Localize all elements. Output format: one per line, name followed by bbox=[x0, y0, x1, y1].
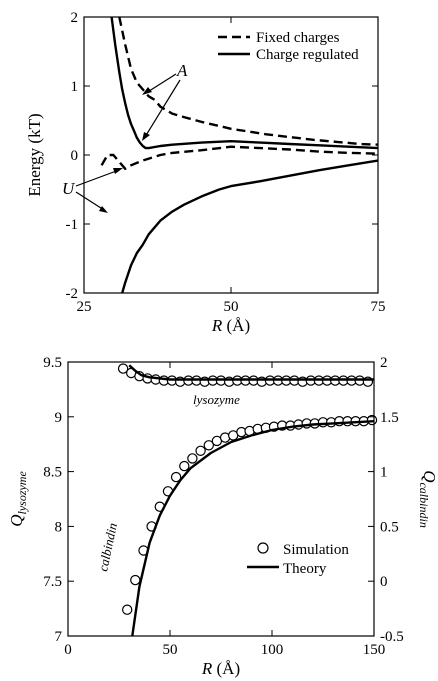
energy-x-axis-variable: R bbox=[211, 316, 223, 335]
charge-y-axis-label-right: Qcalbindin bbox=[417, 470, 438, 528]
annotation-a-arrowhead-upper bbox=[142, 87, 152, 95]
energy-series-fixed-charges-u bbox=[100, 145, 378, 170]
annotation-a-label: A bbox=[176, 61, 188, 80]
energy-curves bbox=[100, 17, 378, 293]
charge-y-axis-label-left: Qlysozyme bbox=[7, 471, 29, 527]
energy-x-axis-label: R (Å) bbox=[211, 316, 250, 335]
energy-series-charge-regulated-u bbox=[121, 159, 378, 293]
energy-legend: Fixed charges Charge regulated bbox=[218, 30, 359, 63]
charge-y-tick-label: 9.5 bbox=[43, 355, 62, 371]
charge-series-simulation-lysozyme-point bbox=[117, 363, 129, 374]
charge-y-axis-subscript-right: calbindin bbox=[417, 482, 431, 527]
energy-x-tick-label: 25 bbox=[77, 299, 92, 315]
charge-y2-tick-label: 0 bbox=[380, 574, 388, 590]
charge-series-simulation-calbindin-point bbox=[170, 471, 182, 483]
annotation-u-arrowhead-lower bbox=[99, 206, 108, 213]
annotation-a: A bbox=[142, 61, 188, 141]
charge-series-theory-calbindin bbox=[131, 420, 374, 636]
energy-x-tick-label: 75 bbox=[371, 299, 386, 315]
legend-charge-regulated-label: Charge regulated bbox=[256, 47, 359, 63]
charge-curves bbox=[117, 363, 378, 636]
charge-series-simulation-calbindin-point bbox=[203, 440, 214, 451]
energy-chart: 25 50 75 -2 -1 0 1 2 Energy (kT) R (Å) Fixed ch… bbox=[25, 10, 386, 335]
charge-y-tick-label: 9 bbox=[55, 410, 63, 426]
charge-y2-tick-label: 2 bbox=[380, 355, 388, 371]
annotation-u-label: U bbox=[62, 179, 76, 198]
charge-y-tick-label: 8 bbox=[55, 519, 63, 535]
charge-y-tick-label: 8.5 bbox=[43, 465, 62, 481]
annotation-u-arrow-upper bbox=[75, 169, 120, 187]
charge-y-tick-label: 7.5 bbox=[43, 574, 62, 590]
energy-series-charge-regulated-a bbox=[110, 17, 378, 150]
annotation-a-arrow-lower bbox=[144, 79, 181, 138]
energy-ticks: 25 50 75 -2 -1 0 1 2 bbox=[66, 10, 386, 315]
annotation-u: U bbox=[62, 168, 123, 213]
charge-y-axis-subscript-left: lysozyme bbox=[15, 471, 29, 515]
charge-plot-frame bbox=[67, 361, 375, 637]
charge-x-tick-label: 150 bbox=[363, 642, 386, 658]
charge-y-axis-variable-right: Q bbox=[420, 470, 438, 482]
charge-y2-tick-label: 0.5 bbox=[380, 519, 399, 535]
annotation-u-arrowhead-upper bbox=[113, 168, 123, 174]
charge-x-tick-label: 50 bbox=[163, 642, 178, 658]
energy-x-axis-unit: (Å) bbox=[222, 316, 250, 335]
charge-x-tick-label: 0 bbox=[64, 642, 72, 658]
legend-theory-label: Theory bbox=[283, 561, 327, 577]
charge-ticks: 0 50 100 150 7 7.5 8 8.5 9 9.5 -0.5 0 0.5 1 1.5 2 bbox=[43, 355, 404, 658]
energy-series-fixed-charges-a bbox=[118, 17, 378, 146]
legend-simulation-label: Simulation bbox=[283, 542, 349, 558]
charge-series-simulation-calbindin-point bbox=[179, 460, 190, 472]
charge-x-axis-unit: (Å) bbox=[212, 659, 240, 678]
legend-simulation-marker bbox=[257, 542, 269, 554]
charge-x-axis-label: R (Å) bbox=[201, 659, 240, 678]
energy-y-tick-label: -1 bbox=[66, 217, 79, 233]
energy-y-tick-label: -2 bbox=[66, 286, 79, 302]
annotation-a-arrowhead-lower bbox=[142, 132, 150, 141]
charge-y2-tick-label: 1.5 bbox=[380, 410, 399, 426]
charge-y-axis-variable-left: Q bbox=[7, 515, 26, 527]
energy-y-tick-label: 0 bbox=[71, 148, 79, 164]
charge-legend: Simulation Theory bbox=[247, 542, 349, 577]
charge-y2-tick-label: -0.5 bbox=[380, 629, 404, 645]
charge-series-theory-lysozyme bbox=[128, 364, 374, 381]
energy-x-tick-label: 50 bbox=[224, 299, 239, 315]
charge-series-simulation-calbindin-point bbox=[195, 445, 206, 456]
charge-series-simulation-calbindin-point bbox=[130, 574, 141, 586]
charge-x-axis-variable: R bbox=[201, 659, 213, 678]
charge-chart: 0 50 100 150 7 7.5 8 8.5 9 9.5 -0.5 0 0.5 1 1.5 2 R (Å)… bbox=[7, 355, 438, 678]
charge-y2-tick-label: 1 bbox=[380, 465, 388, 481]
energy-y-axis-label: Energy (kT) bbox=[25, 113, 44, 196]
charge-series-simulation-calbindin-point bbox=[187, 453, 198, 464]
energy-y-tick-label: 2 bbox=[71, 10, 79, 26]
annotation-a-arrow-upper bbox=[145, 73, 177, 94]
charge-x-tick-label: 100 bbox=[261, 642, 284, 658]
charge-y-tick-label: 7 bbox=[55, 629, 63, 645]
curve-label-lysozyme: lysozyme bbox=[193, 392, 240, 407]
legend-fixed-charges-label: Fixed charges bbox=[256, 30, 340, 46]
energy-y-tick-label: 1 bbox=[71, 79, 79, 95]
annotation-u-arrow-lower bbox=[75, 191, 105, 211]
charge-series-simulation-calbindin-point bbox=[121, 604, 133, 615]
